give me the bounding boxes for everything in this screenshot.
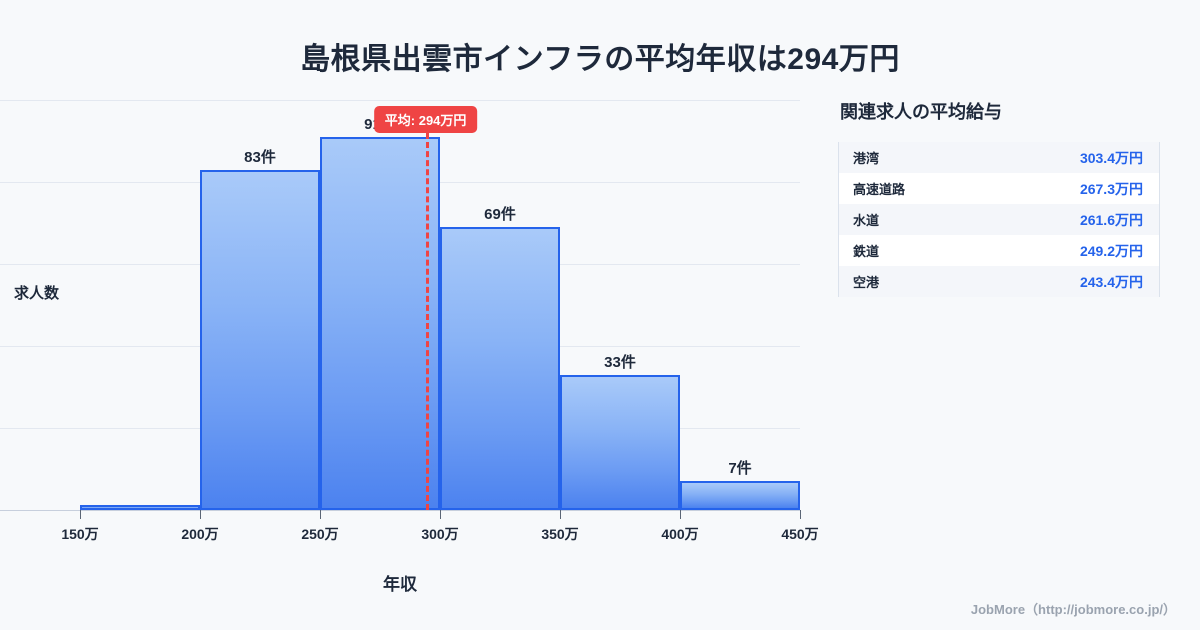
- x-tick: [80, 510, 81, 519]
- row-label: 高速道路: [853, 182, 906, 197]
- row-value: 303.4万円: [1079, 149, 1143, 166]
- footer-credit: JobMore（http://jobmore.co.jp/）: [970, 602, 1176, 617]
- x-tick-label: 150万: [61, 526, 99, 542]
- bar-label-200万-250万: 83件: [244, 148, 276, 166]
- x-tick: [680, 510, 681, 519]
- row-label: 空港: [853, 275, 880, 290]
- x-tick: [200, 510, 201, 519]
- x-tick: [800, 510, 801, 519]
- bar-label-300万-350万: 69件: [484, 206, 516, 224]
- x-tick-label: 250万: [301, 526, 339, 542]
- x-tick: [320, 510, 321, 519]
- histogram-chart: 83件91件69件33件7件 150万200万250万300万350万400万4…: [0, 100, 819, 594]
- table-row: 鉄道 249.2万円: [839, 235, 1159, 266]
- x-tick-label: 400万: [661, 526, 699, 542]
- bar-400万-450万: [680, 481, 800, 510]
- x-tick-label: 300万: [421, 526, 459, 542]
- x-tick-label: 450万: [781, 526, 819, 542]
- bar-label-400万-450万: 7件: [728, 460, 752, 478]
- row-label: 港湾: [853, 151, 880, 166]
- x-tick: [560, 510, 561, 519]
- y-axis-title: 求人数: [14, 285, 60, 302]
- row-label: 鉄道: [853, 244, 880, 259]
- bar-150万-200万: [80, 505, 200, 510]
- table-row: 港湾 303.4万円: [839, 142, 1159, 173]
- bar-300万-350万: [440, 227, 560, 510]
- bar-series: [0, 100, 800, 510]
- table-row: 水道 261.6万円: [839, 204, 1159, 235]
- row-value: 267.3万円: [1079, 180, 1143, 197]
- bar-250万-300万: [320, 136, 440, 510]
- salary-table: 港湾 303.4万円高速道路 267.3万円水道 261.6万円鉄道 249.2万円空港…: [838, 142, 1160, 297]
- bar-350万-400万: [560, 374, 680, 510]
- mean-badge: 平均: 294万円: [373, 106, 478, 133]
- row-value: 249.2万円: [1079, 242, 1143, 259]
- panel-title: 関連求人の平均給与: [840, 102, 1002, 122]
- table-row: 高速道路 267.3万円: [839, 173, 1159, 204]
- row-value: 261.6万円: [1079, 211, 1143, 228]
- x-tick-label: 200万: [181, 526, 219, 542]
- table-row: 空港 243.4万円: [839, 266, 1159, 297]
- page-title: 島根県出雲市インフラの平均年収は294万円: [300, 43, 900, 76]
- x-tick: [440, 510, 441, 519]
- row-label: 水道: [853, 213, 880, 228]
- gridline: [0, 100, 800, 101]
- x-axis-title: 年収: [383, 575, 417, 594]
- x-tick-label: 350万: [541, 526, 579, 542]
- related-salary-panel: 関連求人の平均給与 港湾 303.4万円高速道路 267.3万円水道 261.6万円鉄…: [838, 98, 1168, 297]
- bar-label-350万-400万: 33件: [604, 353, 636, 371]
- mean-line: [425, 133, 429, 510]
- bar-200万-250万: [200, 169, 320, 510]
- row-value: 243.4万円: [1079, 273, 1143, 290]
- x-axis-line: [0, 510, 800, 511]
